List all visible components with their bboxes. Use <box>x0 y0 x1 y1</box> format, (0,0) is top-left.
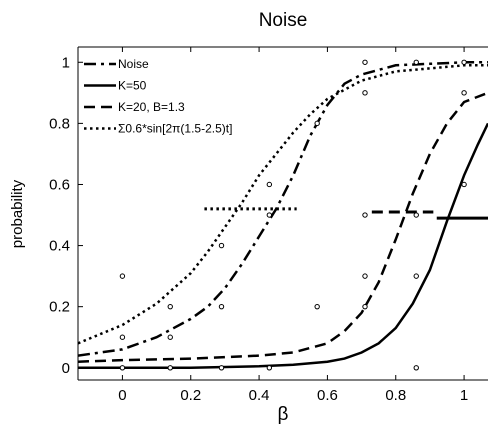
data-point <box>413 212 419 218</box>
y-tick-label: 0 <box>62 360 70 377</box>
legend: Noise K=50 K=20, B=1.3 Σ0.6*sin[2π(1.5-2.5)… <box>84 57 232 136</box>
data-point <box>167 334 173 340</box>
data-point <box>266 181 273 188</box>
y-tick-label: 1 <box>62 54 70 71</box>
chart-title: Noise <box>259 10 308 31</box>
series-group <box>78 61 488 370</box>
x-tick-label: 0 <box>118 387 126 404</box>
x-tick-label: 0.2 <box>180 387 201 404</box>
x-tick-label: 0.6 <box>317 387 338 404</box>
y-tick-label: 0.6 <box>49 176 70 193</box>
data-point <box>167 303 173 310</box>
data-point <box>362 90 368 96</box>
legend-label: K=50 <box>118 79 147 93</box>
legend-label: Σ0.6*sin[2π(1.5-2.5)t] <box>118 122 232 136</box>
data-point <box>119 365 126 371</box>
x-tick-label: 0.8 <box>385 387 406 404</box>
data-point <box>461 90 467 96</box>
data-point <box>266 365 273 371</box>
data-point <box>218 365 225 371</box>
data-point <box>314 303 320 310</box>
data-point <box>413 59 419 65</box>
data-point <box>362 273 368 279</box>
x-tick-label: 0.4 <box>249 387 270 404</box>
y-tick-label: 0.4 <box>49 238 70 255</box>
y-tick-label: 0.2 <box>49 299 70 316</box>
series-line <box>78 91 488 363</box>
data-point <box>167 365 173 371</box>
data-point <box>413 273 419 279</box>
data-point <box>119 273 126 279</box>
legend-label: Noise <box>118 57 149 71</box>
data-point <box>362 212 368 218</box>
data-point <box>461 59 467 65</box>
data-point <box>362 303 368 310</box>
data-point <box>314 120 320 127</box>
data-point <box>362 59 368 65</box>
data-point <box>413 365 419 371</box>
data-point <box>218 303 225 310</box>
x-axis-label: β <box>278 404 289 425</box>
x-tick-label: 1 <box>460 387 468 404</box>
y-tick-label: 0.8 <box>49 115 70 132</box>
series-line <box>78 61 488 357</box>
data-point <box>461 181 467 188</box>
plot-area: 0 0.2 0.4 0.6 0.8 1 0 0.2 0.4 0.6 0.8 1 <box>49 46 488 404</box>
legend-label: K=20, B=1.3 <box>118 100 185 114</box>
series-line <box>78 122 488 370</box>
data-point <box>266 212 273 218</box>
data-point <box>218 242 225 249</box>
data-point <box>119 334 126 340</box>
y-axis-label: probability <box>9 179 26 248</box>
